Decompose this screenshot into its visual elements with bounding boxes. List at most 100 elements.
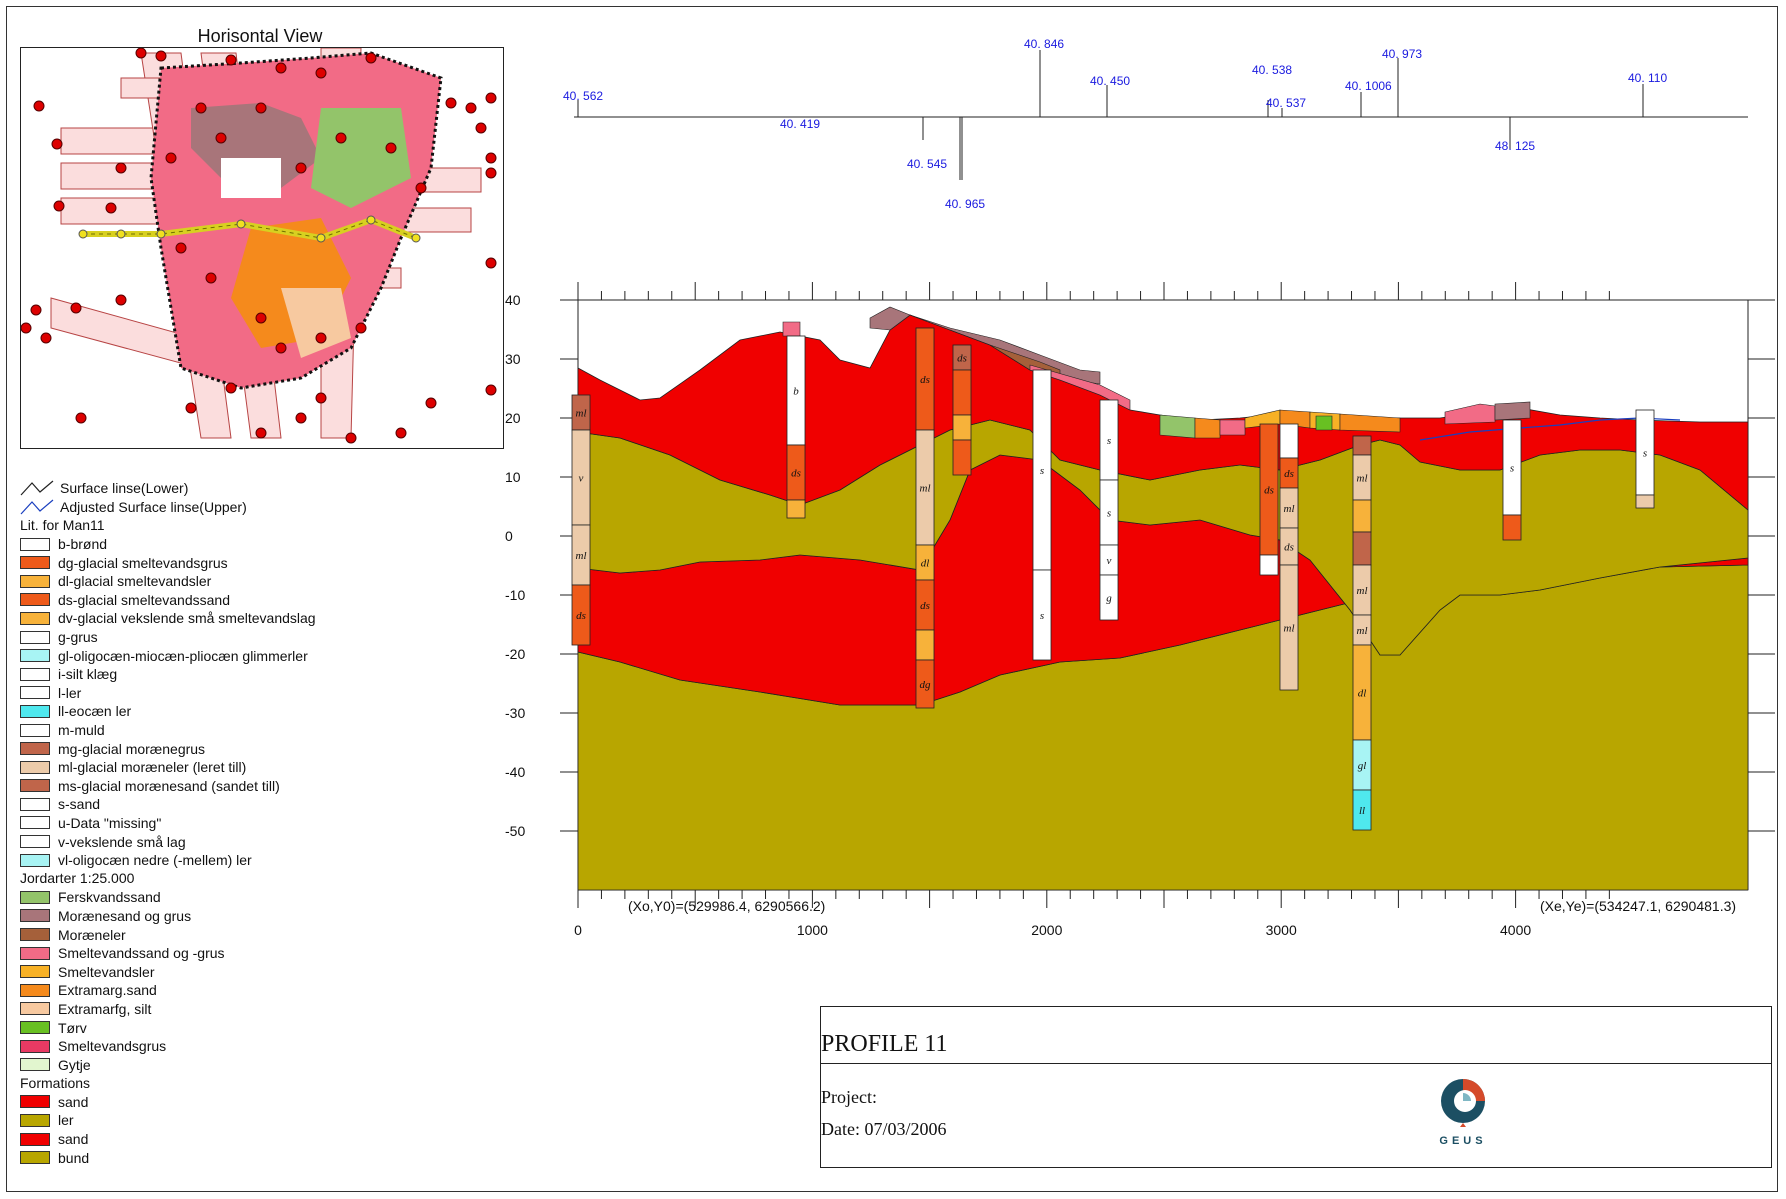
legend-surface-lower-label: Surface linse(Lower) — [60, 480, 189, 497]
legend-swatch — [20, 797, 50, 811]
legend-swatch — [20, 537, 50, 551]
legend-item: ler — [20, 1111, 500, 1130]
borehole-lithology-label: ml — [1357, 585, 1368, 597]
well-label: 40. 110 — [1628, 71, 1667, 85]
legend-item-label: u-Data "missing" — [58, 814, 162, 831]
legend-item: ml-glacial moræneler (leret till) — [20, 758, 500, 777]
title-block: PROFILE 11 Project: Date: 07/03/2006 GEU… — [820, 1006, 1772, 1168]
borehole-lithology-label: ml — [1284, 503, 1295, 515]
borehole-lithology-label: b — [793, 386, 799, 398]
well-label: 40. 450 — [1090, 74, 1130, 88]
legend-swatch — [20, 853, 50, 867]
legend-item-label: sand — [58, 1093, 89, 1110]
surface-lower-line-icon — [20, 480, 54, 496]
horizontal-view-map[interactable] — [20, 47, 504, 449]
legend-swatch — [20, 556, 50, 570]
boreholes: mlvmldsbdsdsmldldsdgdsssssvgdsdsmldsmlml… — [571, 327, 1655, 831]
borehole-segment — [1279, 423, 1299, 459]
well-label: 40. 537 — [1266, 96, 1306, 110]
borehole-lithology-label: s — [1510, 463, 1514, 475]
legend-item-label: ler — [58, 1112, 74, 1129]
borehole-segment — [1032, 569, 1052, 661]
legend-item: bund — [20, 1148, 500, 1167]
legend-item: Smeltevandssand og -grus — [20, 944, 500, 963]
legend-swatch — [20, 667, 50, 681]
borehole-lithology-label: s — [1107, 508, 1111, 520]
legend-item: ms-glacial morænesand (sandet till) — [20, 777, 500, 796]
y-tick-label: 40 — [505, 292, 521, 308]
surface-jordarter — [782, 306, 1531, 439]
borehole-segment — [571, 584, 591, 646]
legend-surface-upper-label: Adjusted Surface linse(Upper) — [60, 498, 247, 515]
legend-item-label: l-ler — [58, 684, 82, 701]
borehole-segment — [952, 369, 972, 416]
borehole-lithology-label: gl — [1358, 760, 1367, 772]
legend-swatch — [20, 1151, 50, 1165]
legend-swatch — [20, 946, 50, 960]
end-coordinate: (Xe,Ye)=(534247.1, 6290481.3) — [1540, 898, 1736, 914]
borehole-lithology-label: ds — [1284, 542, 1294, 554]
borehole-lithology-label: ds — [920, 374, 930, 386]
legend-swatch — [20, 965, 50, 979]
legend-item-label: ds-glacial smeltevandssand — [58, 591, 230, 608]
legend-swatch — [20, 593, 50, 607]
legend-item-label: Ferskvandssand — [58, 889, 161, 906]
legend-item: Extramarg.sand — [20, 981, 500, 1000]
project-label: Project: — [821, 1087, 877, 1107]
legend-item: ds-glacial smeltevandssand — [20, 591, 500, 610]
legend-item: u-Data "missing" — [20, 814, 500, 833]
page-frame — [6, 6, 1778, 1192]
geus-logo-icon — [1441, 1079, 1485, 1127]
legend-item-label: Tørv — [58, 1019, 87, 1036]
legend-swatch — [20, 1058, 50, 1072]
borehole-lithology-label: s — [1040, 465, 1044, 477]
borehole-lithology-label: dl — [1358, 688, 1367, 700]
legend-surface-upper: Adjusted Surface linse(Upper) — [20, 498, 500, 517]
borehole-lithology-label: ml — [920, 483, 931, 495]
legend-swatch — [20, 1002, 50, 1016]
legend-item: Smeltevandsgrus — [20, 1037, 500, 1056]
legend-item-label: dv-glacial vekslende små smeltevandslag — [58, 610, 316, 627]
legend-swatch — [20, 890, 50, 904]
legend-item: vl-oligocæn nedre (-mellem) ler — [20, 851, 500, 870]
legend-item-label: ll-eocæn ler — [58, 703, 132, 720]
legend-swatch — [20, 611, 50, 625]
legend-swatch — [20, 1132, 50, 1146]
legend-item: Extramarfg, silt — [20, 1000, 500, 1019]
legend-item-label: bund — [58, 1149, 90, 1166]
legend-heading: Lit. for Man11 — [20, 517, 105, 534]
legend-item-label: g-grus — [58, 629, 98, 646]
legend-item-label: Morænesand og grus — [58, 907, 192, 924]
borehole-lithology-label: dg — [920, 679, 932, 691]
legend-item: Gytje — [20, 1055, 500, 1074]
legend-item-label: Smeltevandsler — [58, 963, 155, 980]
legend-item: dg-glacial smeltevandsgrus — [20, 553, 500, 572]
borehole-segment — [1352, 531, 1372, 566]
legend-item-label: Extramarfg, silt — [58, 1000, 152, 1017]
legend-item: s-sand — [20, 795, 500, 814]
legend-item: Tørv — [20, 1018, 500, 1037]
borehole-segment — [1099, 574, 1119, 621]
y-tick-label: -10 — [505, 587, 525, 603]
legend-item: l-ler — [20, 684, 500, 703]
legend-item: m-muld — [20, 721, 500, 740]
borehole-lithology-label: g — [1106, 593, 1112, 605]
borehole-segment — [1352, 435, 1372, 456]
legend-swatch — [20, 574, 50, 588]
legend-item-label: b-brønd — [58, 536, 108, 553]
x-tick-label: 0 — [574, 922, 582, 938]
borehole-segment — [1259, 554, 1279, 576]
legend-item-label: Moræneler — [58, 926, 126, 943]
legend-swatch — [20, 928, 50, 942]
well-label: 48. 125 — [1495, 139, 1535, 153]
y-tick-label: 10 — [505, 469, 521, 485]
well-label: 40. 562 — [563, 89, 603, 103]
legend-item: Smeltevandsler — [20, 962, 500, 981]
x-tick-label: 4000 — [1500, 922, 1531, 938]
borehole-lithology-label: ds — [920, 600, 930, 612]
legend-swatch — [20, 835, 50, 849]
borehole-segment — [952, 439, 972, 476]
legend-swatch — [20, 983, 50, 997]
y-tick-label: -40 — [505, 764, 525, 780]
